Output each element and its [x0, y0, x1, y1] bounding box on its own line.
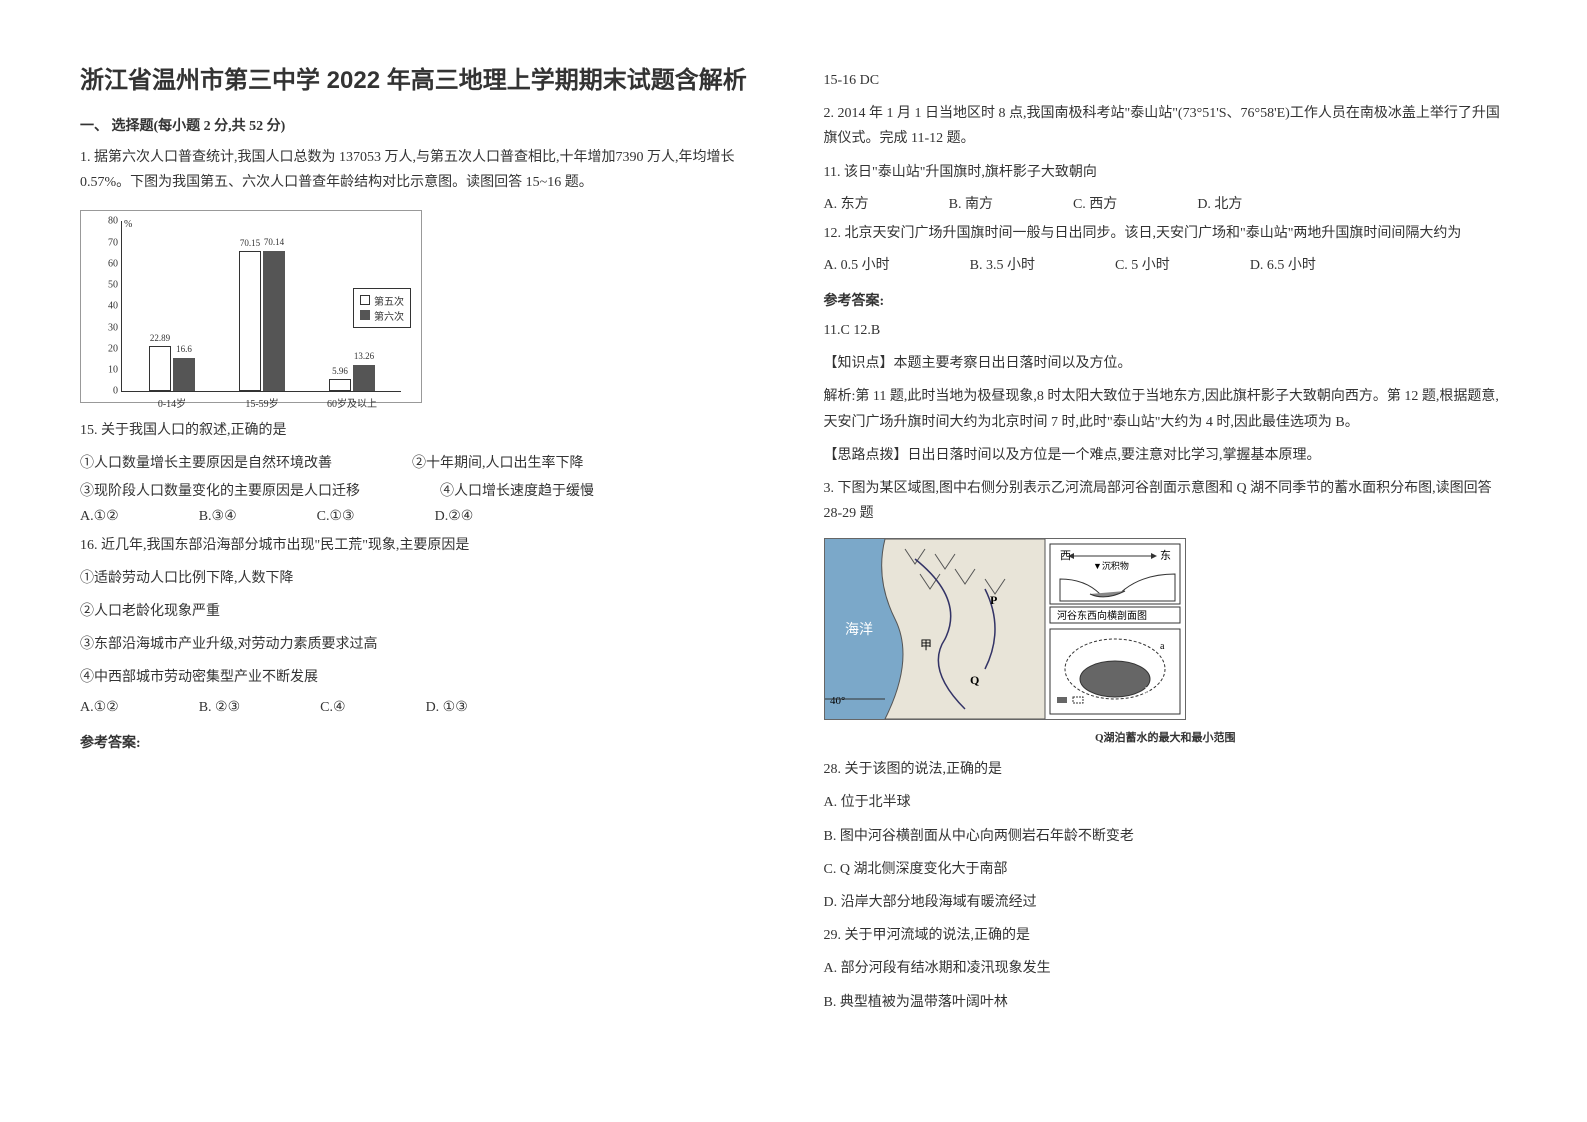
q16-stmt3: ③东部沿海城市产业升级,对劳动力素质要求过高 [80, 632, 764, 657]
q15-stmt1: ①人口数量增长主要原因是自然环境改善 [80, 452, 332, 472]
q28-opt-b: B. 图中河谷横剖面从中心向两侧岩石年龄不断变老 [824, 824, 1508, 849]
bar-value-label: 16.6 [176, 344, 192, 354]
page-title: 浙江省温州市第三中学 2022 年高三地理上学期期末试题含解析 [80, 60, 764, 95]
q11-opt-d: D. 北方 [1197, 193, 1242, 213]
section-heading: 一、 选择题(每小题 2 分,共 52 分) [80, 115, 764, 135]
map-ocean-label: 海洋 [845, 622, 873, 638]
ans2-k3: 【思路点拨】日出日落时间以及方位是一个难点,要注意对比学习,掌握基本原理。 [824, 443, 1508, 468]
bar-group: 5.9613.2660岁及以上 [322, 365, 382, 392]
q15-stmt4: ④人口增长速度趋于缓慢 [440, 480, 594, 500]
q28-opt-d: D. 沿岸大部分地段海域有暖流经过 [824, 890, 1508, 915]
map-lat-label: 40° [830, 695, 845, 707]
bar-value-label: 5.96 [332, 366, 348, 376]
bar-group: 22.8916.60-14岁 [142, 346, 202, 392]
q11-opt-a: A. 东方 [824, 193, 869, 213]
lake-b: b [1145, 686, 1150, 697]
y-tick-label: 50 [108, 280, 122, 291]
answer-heading: 参考答案: [80, 732, 764, 752]
q16-opt-a: A.①② [80, 699, 119, 716]
q15-stem: 15. 关于我国人口的叙述,正确的是 [80, 418, 764, 443]
q28-opt-c: C. Q 湖北侧深度变化大于南部 [824, 857, 1508, 882]
q16-stmt4: ④中西部城市劳动密集型产业不断发展 [80, 665, 764, 690]
q11-stem: 11. 该日"泰山站"升国旗时,旗杆影子大致朝向 [824, 160, 1508, 185]
bar: 5.96 [329, 379, 351, 391]
bar: 22.89 [149, 346, 171, 392]
q12-opt-c: C. 5 小时 [1115, 254, 1170, 274]
q12-opt-a: A. 0.5 小时 [824, 254, 890, 274]
y-tick-label: 70 [108, 237, 122, 248]
ans2-k2: 解析:第 11 题,此时当地为极昼现象,8 时太阳大致位于当地东方,因此旗杆影子… [824, 384, 1508, 434]
q29-opt-a: A. 部分河段有结冰期和凌汛现象发生 [824, 956, 1508, 981]
q12-opt-d: D. 6.5 小时 [1250, 254, 1316, 274]
x-category-label: 60岁及以上 [327, 395, 377, 410]
bar-value-label: 13.26 [354, 351, 374, 361]
q15-stmt2: ②十年期间,人口出生率下降 [412, 452, 584, 472]
region-map: 海洋 甲 P Q 40° 西 东 ▼沉积物 河谷东西向横剖面图 [824, 538, 1508, 745]
y-tick-label: 20 [108, 343, 122, 354]
q16-stmt2: ②人口老龄化现象严重 [80, 599, 764, 624]
bar: 16.6 [173, 358, 195, 391]
map-q-label: Q [970, 673, 979, 687]
x-category-label: 15-59岁 [245, 395, 278, 410]
q12-opt-b: B. 3.5 小时 [970, 254, 1035, 274]
q12-stem: 12. 北京天安门广场升国旗时间一般与日出同步。该日,天安门广场和"泰山站"两地… [824, 221, 1508, 246]
q3-intro: 3. 下图为某区域图,图中右侧分别表示乙河流局部河谷剖面示意图和 Q 湖不同季节… [824, 476, 1508, 526]
q11-opt-c: C. 西方 [1073, 193, 1117, 213]
bar-value-label: 22.89 [150, 333, 170, 343]
q2-intro: 2. 2014 年 1 月 1 日当地区时 8 点,我国南极科考站"泰山站"(7… [824, 101, 1508, 151]
q1-intro: 1. 据第六次人口普查统计,我国人口总数为 137053 万人,与第五次人口普查… [80, 145, 764, 195]
bar-group: 70.1570.1415-59岁 [232, 251, 292, 391]
q15-stmt3: ③现阶段人口数量变化的主要原因是人口迁移 [80, 480, 360, 500]
bar: 70.15 [239, 251, 261, 391]
map-caption: Q湖泊蓄水的最大和最小范围 [824, 729, 1508, 745]
y-tick-label: 80 [108, 216, 122, 227]
y-tick-label: 30 [108, 322, 122, 333]
section-caption: 河谷东西向横剖面图 [1057, 609, 1147, 622]
q29-stem: 29. 关于甲河流域的说法,正确的是 [824, 923, 1508, 948]
q16-opt-c: C.④ [320, 699, 345, 716]
bar: 70.14 [263, 251, 285, 391]
y-tick-label: 0 [113, 386, 122, 397]
bar: 13.26 [353, 365, 375, 392]
x-category-label: 0-14岁 [158, 395, 186, 410]
answer-heading: 参考答案: [824, 290, 1508, 310]
q16-stem: 16. 近几年,我国东部沿海部分城市出现"民工荒"现象,主要原因是 [80, 533, 764, 558]
q15-opt-b: B.③④ [199, 508, 237, 525]
q15-opt-c: C.①③ [317, 508, 355, 525]
q16-opt-b: B. ②③ [199, 699, 240, 716]
q28-opt-a: A. 位于北半球 [824, 790, 1508, 815]
section-east: 东 [1160, 549, 1171, 562]
bar-value-label: 70.15 [240, 238, 260, 248]
q16-stmt1: ①适龄劳动人口比例下降,人数下降 [80, 566, 764, 591]
y-tick-label: 10 [108, 365, 122, 376]
y-axis-title: % [124, 219, 132, 230]
map-p-label: P [990, 593, 997, 607]
ans1: 15-16 DC [824, 68, 1508, 93]
section-deposit: ▼沉积物 [1093, 560, 1129, 571]
q28-stem: 28. 关于该图的说法,正确的是 [824, 757, 1508, 782]
y-tick-label: 40 [108, 301, 122, 312]
q29-opt-b: B. 典型植被为温带落叶阔叶林 [824, 990, 1508, 1015]
lake-a: a [1160, 641, 1165, 652]
q11-opt-b: B. 南方 [949, 193, 993, 213]
y-tick-label: 60 [108, 258, 122, 269]
bar-value-label: 70.14 [264, 237, 284, 247]
population-chart: % 0102030405060708022.8916.60-14岁70.1570… [80, 210, 422, 403]
chart-legend: 第五次 第六次 [353, 288, 411, 328]
legend-label: 第六次 [374, 308, 404, 323]
legend-label: 第五次 [374, 293, 404, 308]
map-jia-label: 甲 [920, 638, 932, 652]
ans2-line: 11.C 12.B [824, 318, 1508, 343]
ans2-k1: 【知识点】本题主要考察日出日落时间以及方位。 [824, 351, 1508, 376]
q15-opt-a: A.①② [80, 508, 119, 525]
q16-opt-d: D. ①③ [426, 699, 468, 716]
q15-opt-d: D.②④ [435, 508, 474, 525]
